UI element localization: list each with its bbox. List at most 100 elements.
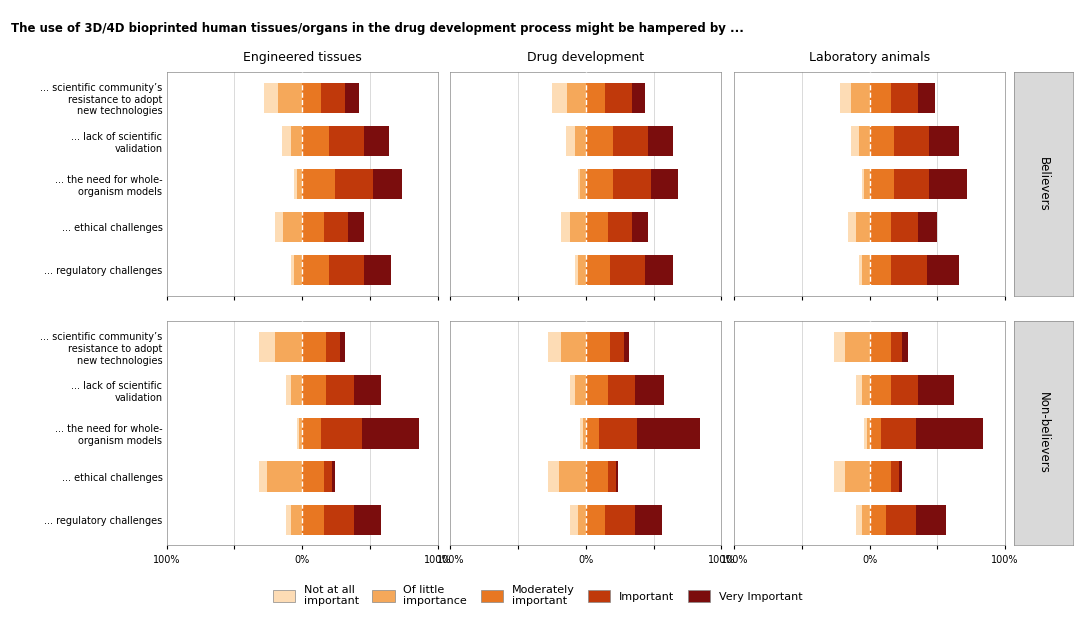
Bar bbox=[334, 169, 373, 199]
Bar bbox=[565, 126, 575, 156]
Bar bbox=[361, 418, 418, 448]
Bar bbox=[302, 375, 327, 406]
Bar bbox=[632, 212, 648, 243]
Bar bbox=[634, 375, 664, 406]
Bar bbox=[575, 375, 586, 406]
Bar bbox=[302, 418, 321, 448]
Bar bbox=[900, 461, 902, 492]
Text: Drug development: Drug development bbox=[528, 51, 644, 65]
Bar bbox=[891, 332, 902, 362]
Bar bbox=[302, 505, 324, 535]
Bar bbox=[267, 461, 302, 492]
Bar bbox=[575, 126, 586, 156]
Bar bbox=[891, 461, 900, 492]
Bar bbox=[870, 375, 891, 406]
Bar bbox=[845, 461, 870, 492]
Bar bbox=[864, 169, 870, 199]
Bar bbox=[277, 83, 302, 113]
Bar bbox=[856, 505, 861, 535]
Bar bbox=[607, 375, 634, 406]
Bar bbox=[364, 126, 389, 156]
Bar bbox=[299, 418, 302, 448]
Bar bbox=[886, 505, 916, 535]
Bar bbox=[861, 169, 864, 199]
Bar bbox=[580, 169, 586, 199]
Bar bbox=[605, 83, 632, 113]
Bar bbox=[632, 83, 645, 113]
Text: Engineered tissues: Engineered tissues bbox=[243, 51, 361, 65]
Bar bbox=[302, 461, 324, 492]
Bar bbox=[302, 212, 324, 243]
Bar bbox=[302, 332, 327, 362]
Bar bbox=[561, 332, 586, 362]
Bar bbox=[894, 169, 929, 199]
Bar bbox=[870, 255, 891, 285]
Bar bbox=[870, 505, 886, 535]
Bar bbox=[856, 375, 861, 406]
Text: Laboratory animals: Laboratory animals bbox=[809, 51, 930, 65]
Bar bbox=[845, 332, 870, 362]
Bar bbox=[297, 418, 299, 448]
Bar bbox=[291, 505, 302, 535]
Text: Believers: Believers bbox=[1036, 157, 1050, 211]
Bar bbox=[345, 83, 359, 113]
Bar bbox=[297, 169, 302, 199]
Bar bbox=[264, 83, 277, 113]
Bar bbox=[916, 418, 984, 448]
Bar bbox=[870, 169, 894, 199]
Bar bbox=[321, 418, 361, 448]
Bar bbox=[553, 83, 567, 113]
Bar bbox=[332, 461, 334, 492]
Bar bbox=[861, 375, 870, 406]
Bar bbox=[283, 212, 302, 243]
Bar bbox=[870, 332, 891, 362]
Legend: Not at all
important, Of little
importance, Moderately
important, Important, Ver: Not at all important, Of little importan… bbox=[271, 582, 804, 609]
Bar bbox=[302, 83, 321, 113]
Bar bbox=[648, 126, 673, 156]
Bar bbox=[577, 505, 586, 535]
Bar bbox=[259, 461, 267, 492]
Bar bbox=[586, 255, 611, 285]
Bar bbox=[577, 169, 581, 199]
Bar bbox=[275, 332, 302, 362]
Bar bbox=[861, 255, 870, 285]
Bar bbox=[650, 169, 678, 199]
Bar bbox=[916, 505, 946, 535]
Text: The use of 3D/4D bioprinted human tissues/organs in the drug development process: The use of 3D/4D bioprinted human tissue… bbox=[11, 22, 744, 35]
Bar bbox=[611, 255, 645, 285]
Bar bbox=[586, 212, 607, 243]
Bar bbox=[329, 255, 364, 285]
Bar bbox=[291, 126, 302, 156]
Bar bbox=[870, 461, 891, 492]
Bar bbox=[929, 126, 959, 156]
Bar bbox=[856, 212, 870, 243]
Bar bbox=[611, 332, 623, 362]
Bar bbox=[329, 126, 364, 156]
Bar bbox=[864, 418, 866, 448]
Bar bbox=[834, 332, 845, 362]
Bar bbox=[324, 461, 332, 492]
Bar bbox=[291, 375, 302, 406]
Bar bbox=[293, 169, 297, 199]
Bar bbox=[575, 255, 577, 285]
Bar bbox=[570, 505, 577, 535]
Bar bbox=[548, 332, 561, 362]
Bar bbox=[613, 169, 650, 199]
Bar bbox=[275, 212, 283, 243]
Bar bbox=[586, 169, 613, 199]
Bar bbox=[586, 418, 600, 448]
Bar bbox=[848, 212, 856, 243]
Bar bbox=[302, 126, 329, 156]
Bar bbox=[870, 418, 880, 448]
Bar bbox=[927, 255, 959, 285]
Bar bbox=[645, 255, 673, 285]
Bar bbox=[302, 255, 329, 285]
Bar bbox=[354, 505, 381, 535]
Bar bbox=[302, 169, 334, 199]
Bar bbox=[293, 255, 302, 285]
Bar bbox=[891, 255, 927, 285]
Bar bbox=[327, 332, 340, 362]
Bar bbox=[634, 505, 662, 535]
Bar bbox=[567, 83, 586, 113]
Bar bbox=[586, 83, 605, 113]
